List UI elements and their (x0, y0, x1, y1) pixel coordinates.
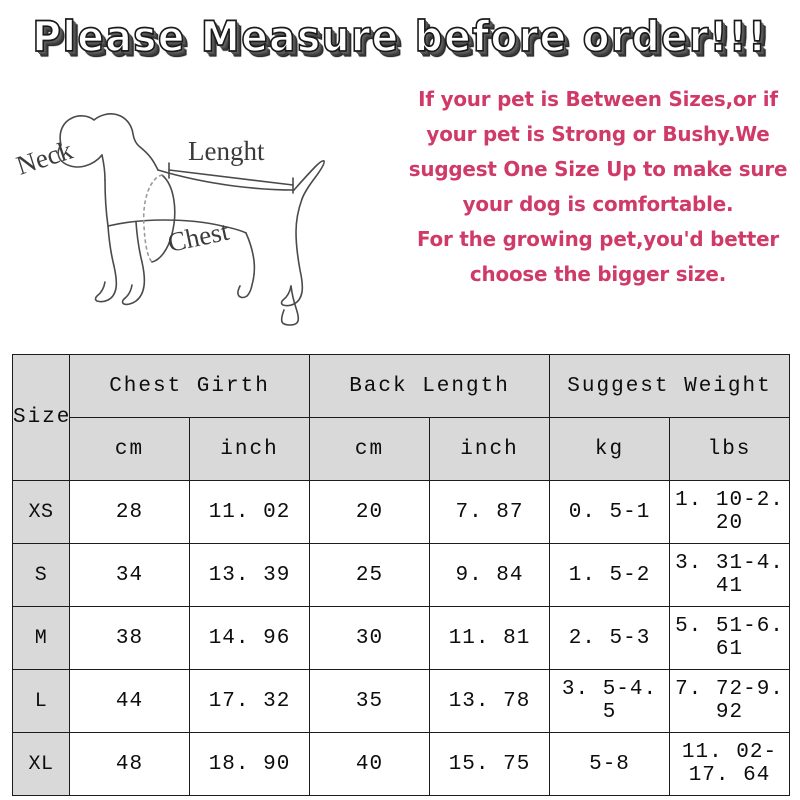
advisory-line: your dog is comfortable. (462, 192, 734, 216)
cell-back-cm: 30 (309, 606, 430, 670)
advisory-text-block: If your pet is Between Sizes,or if your … (396, 82, 800, 292)
label-length: Lenght (188, 136, 265, 166)
cell-weight-lbs: 7. 72-9. 92 (669, 669, 790, 733)
header-weight-lbs: lbs (669, 417, 790, 481)
chest-girth-dotted-arc (142, 174, 163, 263)
dog-outline-icon (57, 113, 325, 326)
table-header-row-groups: Size Chest Girth Back Length Suggest Wei… (12, 354, 790, 481)
page-title-banner: Please Measure before order!!! (0, 13, 800, 62)
cell-weight-lbs: 5. 51-6. 61 (669, 606, 790, 670)
cell-back-inch: 9. 84 (429, 543, 550, 607)
label-chest: Chest (165, 216, 232, 258)
cell-chest-cm: 34 (69, 543, 190, 607)
dog-measurement-diagram: Lenght Neck Chest (6, 60, 396, 335)
advisory-line: For the growing pet,you'd better (416, 227, 780, 251)
cell-chest-inch: 18. 90 (189, 732, 310, 796)
cell-weight-lbs: 11. 02-17. 64 (669, 732, 790, 796)
cell-chest-cm: 38 (69, 606, 190, 670)
table-row: M 38 14. 96 30 11. 81 2. 5-3 5. 51-6. 61 (12, 606, 790, 670)
header-back-cm: cm (309, 417, 430, 481)
cell-chest-cm: 28 (69, 480, 190, 544)
header-size: Size (12, 354, 70, 481)
cell-weight-kg: 1. 5-2 (549, 543, 670, 607)
cell-size: XL (12, 732, 70, 796)
table-body: XS 28 11. 02 20 7. 87 0. 5-1 1. 10-2. 20… (12, 480, 790, 796)
label-neck: Neck (13, 134, 77, 180)
cell-weight-kg: 3. 5-4. 5 (549, 669, 670, 733)
page-title: Please Measure before order!!! (32, 13, 768, 62)
cell-chest-cm: 44 (69, 669, 190, 733)
advisory-line: suggest One Size Up to make sure (408, 157, 788, 181)
header-back-inch: inch (429, 417, 550, 481)
cell-back-inch: 11. 81 (429, 606, 550, 670)
size-chart-table-container: Size Chest Girth Back Length Suggest Wei… (12, 354, 790, 796)
cell-back-inch: 7. 87 (429, 480, 550, 544)
cell-weight-kg: 2. 5-3 (549, 606, 670, 670)
cell-weight-kg: 5-8 (549, 732, 670, 796)
cell-chest-cm: 48 (69, 732, 190, 796)
header-back-length: Back Length (309, 354, 550, 418)
table-row: XS 28 11. 02 20 7. 87 0. 5-1 1. 10-2. 20 (12, 480, 790, 544)
table-header: Size Chest Girth Back Length Suggest Wei… (12, 354, 790, 481)
cell-size: S (12, 543, 70, 607)
header-suggest-weight: Suggest Weight (549, 354, 790, 418)
length-measure-bar (168, 162, 294, 194)
cell-back-cm: 25 (309, 543, 430, 607)
size-chart-table: Size Chest Girth Back Length Suggest Wei… (12, 354, 790, 796)
header-weight-kg: kg (549, 417, 670, 481)
header-chest-cm: cm (69, 417, 190, 481)
advisory-line: choose the bigger size. (469, 262, 727, 286)
cell-back-inch: 13. 78 (429, 669, 550, 733)
cell-chest-inch: 14. 96 (189, 606, 310, 670)
advisory-line: If your pet is Between Sizes,or if (418, 87, 778, 111)
cell-size: XS (12, 480, 70, 544)
header-chest-girth: Chest Girth (69, 354, 310, 418)
cell-weight-lbs: 3. 31-4. 41 (669, 543, 790, 607)
cell-chest-inch: 17. 32 (189, 669, 310, 733)
table-header-row-units: cm inch cm inch kg lbs (13, 417, 790, 481)
advisory-line: your pet is Strong or Bushy.We (426, 122, 770, 146)
table-row: S 34 13. 39 25 9. 84 1. 5-2 3. 31-4. 41 (12, 543, 790, 607)
cell-size: L (12, 669, 70, 733)
cell-back-cm: 20 (309, 480, 430, 544)
cell-weight-lbs: 1. 10-2. 20 (669, 480, 790, 544)
cell-size: M (12, 606, 70, 670)
cell-weight-kg: 0. 5-1 (549, 480, 670, 544)
header-chest-inch: inch (189, 417, 310, 481)
table-row: XL 48 18. 90 40 15. 75 5-8 11. 02-17. 64 (12, 732, 790, 796)
cell-back-cm: 35 (309, 669, 430, 733)
cell-back-inch: 15. 75 (429, 732, 550, 796)
table-row: L 44 17. 32 35 13. 78 3. 5-4. 5 7. 72-9.… (12, 669, 790, 733)
cell-chest-inch: 11. 02 (189, 480, 310, 544)
cell-chest-inch: 13. 39 (189, 543, 310, 607)
cell-back-cm: 40 (309, 732, 430, 796)
